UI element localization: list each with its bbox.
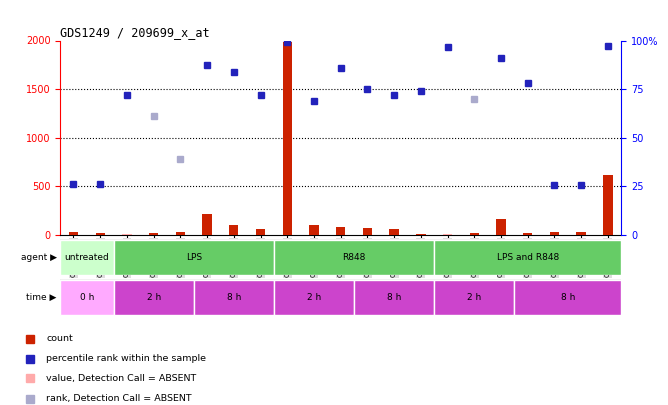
Bar — [363, 228, 372, 235]
Text: rank, Detection Call = ABSENT: rank, Detection Call = ABSENT — [46, 394, 192, 403]
Bar — [194, 280, 274, 315]
Bar — [496, 220, 506, 235]
Bar — [416, 234, 426, 235]
Text: value, Detection Call = ABSENT: value, Detection Call = ABSENT — [46, 374, 196, 383]
Bar — [603, 175, 613, 235]
Bar — [434, 280, 514, 315]
Bar — [470, 233, 479, 235]
Bar — [122, 234, 132, 235]
Text: R848: R848 — [343, 253, 365, 262]
Bar — [283, 43, 292, 235]
Bar — [114, 280, 194, 315]
Bar — [434, 240, 621, 275]
Bar — [336, 227, 345, 235]
Bar — [256, 229, 265, 235]
Text: 2 h: 2 h — [146, 293, 161, 302]
Text: LPS: LPS — [186, 253, 202, 262]
Bar — [550, 232, 559, 235]
Bar — [389, 229, 399, 235]
Text: LPS and R848: LPS and R848 — [496, 253, 559, 262]
Bar — [514, 280, 621, 315]
Text: untreated: untreated — [65, 253, 109, 262]
Bar — [60, 280, 114, 315]
Bar — [114, 240, 274, 275]
Bar — [60, 240, 114, 275]
Bar — [576, 232, 586, 235]
Bar — [274, 240, 434, 275]
Text: 8 h: 8 h — [226, 293, 241, 302]
Bar — [229, 225, 238, 235]
Bar — [96, 233, 105, 235]
Bar — [309, 225, 319, 235]
Text: 8 h: 8 h — [560, 293, 575, 302]
Text: GDS1249 / 209699_x_at: GDS1249 / 209699_x_at — [60, 26, 210, 39]
Bar — [523, 233, 532, 235]
Bar — [149, 233, 158, 235]
Bar — [69, 232, 78, 235]
Text: 2 h: 2 h — [307, 293, 321, 302]
Text: agent ▶: agent ▶ — [21, 253, 57, 262]
Bar — [354, 280, 434, 315]
Bar — [202, 213, 212, 235]
Bar — [176, 232, 185, 235]
Text: 8 h: 8 h — [387, 293, 401, 302]
Text: count: count — [46, 334, 73, 343]
Text: 2 h: 2 h — [467, 293, 482, 302]
Bar — [274, 280, 354, 315]
Bar — [443, 234, 452, 235]
Text: percentile rank within the sample: percentile rank within the sample — [46, 354, 206, 363]
Text: 0 h: 0 h — [79, 293, 94, 302]
Text: time ▶: time ▶ — [27, 293, 57, 302]
